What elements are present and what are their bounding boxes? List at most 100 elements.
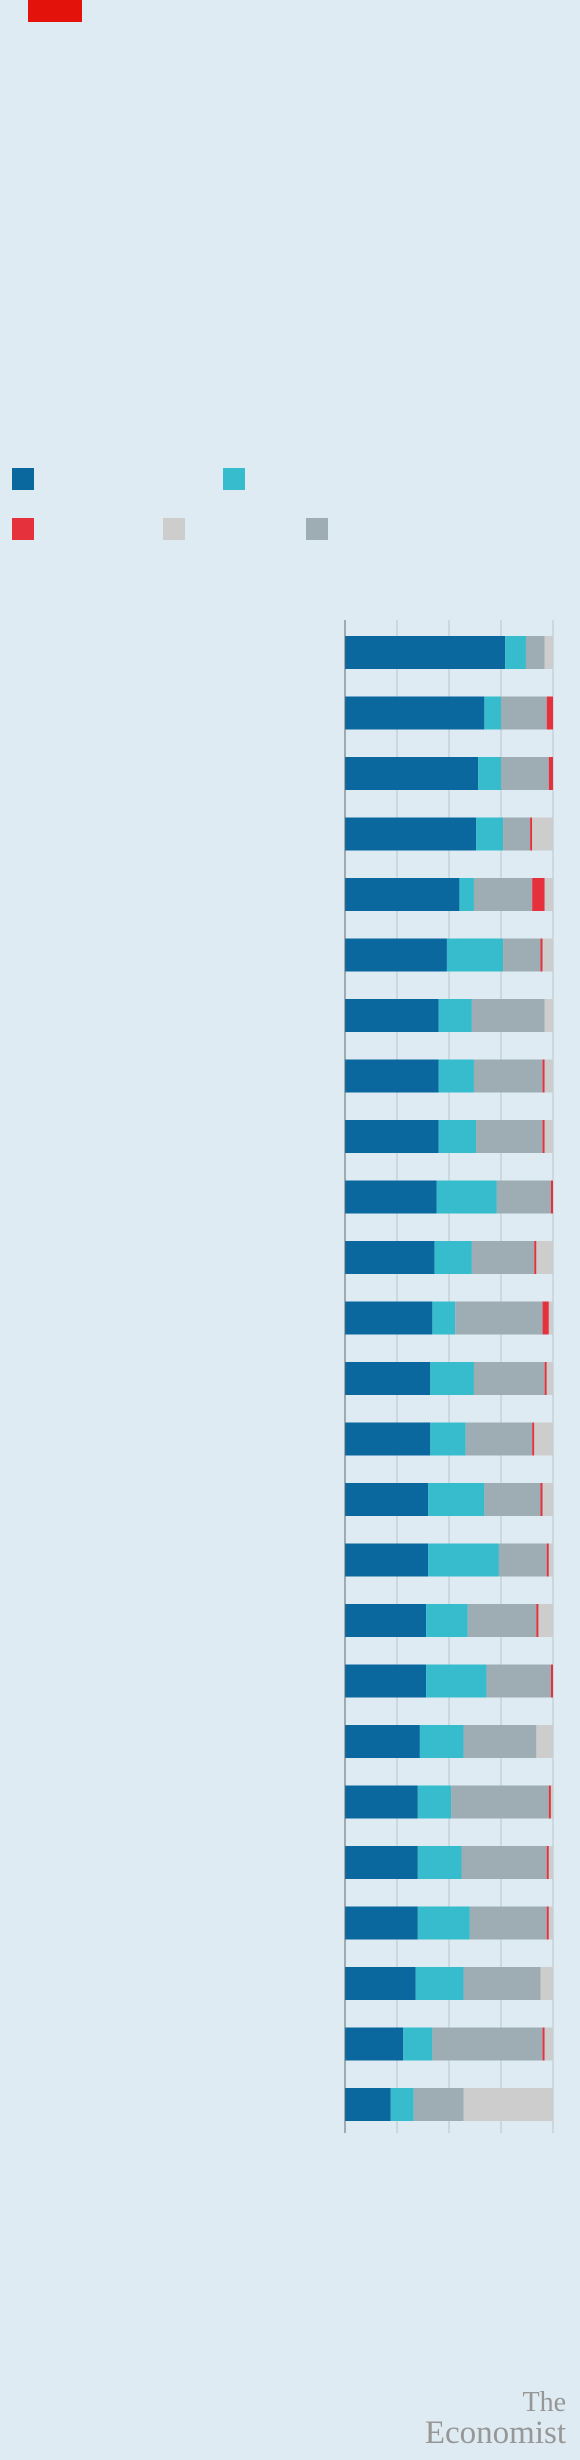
bar-16-segment-5 [548,1543,553,1577]
bar-9-segment-1 [345,1120,439,1153]
bar-7-segment-5 [544,999,553,1032]
bar-14-segment-2 [430,1422,466,1456]
bar-15-segment-1 [345,1483,429,1516]
bar-5-segment-4 [532,878,545,911]
bar-24-segment-1 [345,2027,404,2061]
bar-16-segment-4 [546,1543,549,1577]
bar-25-segment-5 [463,2088,553,2121]
bar-7-segment-2 [438,999,472,1032]
bar-11-segment-5 [536,1241,553,1274]
bar-4-segment-2 [476,817,504,851]
bar-14-segment-5 [534,1422,553,1456]
bar-10-segment-2 [436,1180,497,1214]
economist-logo: The Economist [396,2387,566,2451]
bar-8-segment-3 [473,1059,543,1093]
bar-15-segment-2 [428,1483,485,1516]
bar-18-segment-1 [345,1664,427,1698]
bar-19-segment-3 [463,1725,537,1758]
bar-9-segment-4 [542,1120,545,1153]
bar-5-segment-5 [544,878,553,911]
bar-15-segment-5 [542,1483,553,1516]
legend-swatch-4 [163,518,185,540]
bar-1-segment-3 [525,636,545,669]
bar-25-segment-1 [345,2088,391,2121]
bar-12-segment-1 [345,1301,433,1335]
bar-22-segment-5 [548,1906,553,1940]
bar-14-segment-3 [465,1422,533,1456]
bar-20-segment-5 [550,1785,553,1819]
bar-2-segment-3 [501,696,547,730]
legend-swatch-5 [306,518,328,540]
bar-13-segment-2 [430,1362,474,1395]
legend-item-5 [306,518,336,540]
bar-2-segment-4 [546,696,553,730]
bar-17-segment-3 [467,1604,537,1637]
bar-16-segment-2 [428,1543,499,1577]
bar-25-segment-2 [390,2088,414,2121]
bar-1-segment-1 [345,636,506,669]
bar-23-segment-3 [463,1967,541,2000]
bar-12-segment-3 [455,1301,543,1335]
bar-17-segment-2 [426,1604,468,1637]
bar-2-segment-1 [345,696,485,730]
bar-5-segment-2 [459,878,474,911]
bar-3-segment-4 [548,757,553,790]
bar-3-segment-1 [345,757,479,790]
logo-the: The [522,2387,566,2418]
bar-15-segment-3 [484,1483,541,1516]
legend-item-4 [163,518,193,540]
bar-11-segment-3 [471,1241,535,1274]
bar-22-segment-1 [345,1906,418,1940]
bar-19-segment-5 [536,1725,553,1758]
stacked-bar-chart [344,620,554,2133]
bar-9-segment-5 [544,1120,553,1153]
bar-4-segment-3 [503,817,531,851]
bar-18-segment-3 [486,1664,551,1698]
bar-4-segment-1 [345,817,477,851]
bar-21-segment-3 [461,1846,547,1879]
bar-4-segment-5 [532,817,553,851]
bar-21-segment-1 [345,1846,418,1879]
bar-10-segment-1 [345,1180,437,1214]
bar-6-segment-3 [503,938,541,972]
bar-12-segment-5 [548,1301,553,1335]
bar-13-segment-5 [546,1362,553,1395]
bar-3-segment-3 [501,757,549,790]
bar-5-segment-3 [473,878,533,911]
bar-20-segment-4 [548,1785,551,1819]
bar-20-segment-3 [451,1785,549,1819]
bar-25-segment-3 [413,2088,464,2121]
bar-12-segment-2 [432,1301,456,1335]
bar-7-segment-3 [471,999,545,1032]
brand-tag [28,0,82,22]
bar-16-segment-1 [345,1543,429,1577]
bar-24-segment-3 [432,2027,543,2061]
bar-11-segment-4 [534,1241,537,1274]
bar-21-segment-2 [417,1846,462,1879]
bar-22-segment-3 [469,1906,547,1940]
bar-6-segment-1 [345,938,447,972]
bar-23-segment-5 [540,1967,553,2000]
bar-20-segment-2 [417,1785,452,1819]
bar-17-segment-1 [345,1604,427,1637]
bar-11-segment-2 [434,1241,472,1274]
bar-4-segment-4 [530,817,533,851]
logo-word: Economist [424,2415,566,2451]
bar-21-segment-5 [548,1846,553,1879]
bar-24-segment-5 [544,2027,553,2061]
legend-swatch-3 [12,518,34,540]
bar-19-segment-2 [419,1725,464,1758]
bar-18-segment-4 [550,1664,553,1698]
legend-swatch-1 [12,468,34,490]
legend-item-3 [12,518,42,540]
bar-8-segment-4 [542,1059,545,1093]
bar-23-segment-2 [415,1967,464,2000]
bar-13-segment-3 [473,1362,545,1395]
bar-11-segment-1 [345,1241,435,1274]
bar-6-segment-2 [446,938,504,972]
bar-23-segment-1 [345,1967,416,2000]
bar-17-segment-4 [536,1604,539,1637]
bar-24-segment-2 [403,2027,433,2061]
bar-21-segment-4 [546,1846,549,1879]
bar-19-segment-1 [345,1725,420,1758]
